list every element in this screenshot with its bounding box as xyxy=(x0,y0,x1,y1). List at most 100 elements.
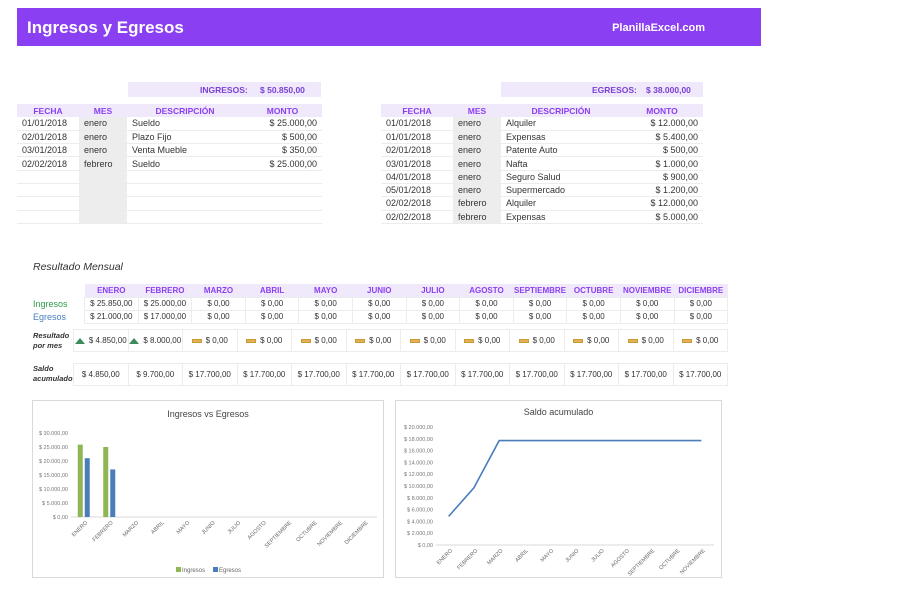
cell-descripcion[interactable]: Sueldo xyxy=(127,156,243,171)
cell-fecha[interactable]: 02/02/2018 xyxy=(381,196,453,211)
cell-fecha[interactable]: 01/01/2018 xyxy=(381,130,453,145)
cell-descripcion[interactable]: Sueldo xyxy=(127,117,243,131)
cell-monto[interactable]: $ 12.000,00 xyxy=(621,117,703,131)
egresos-cell: $ 0,00 xyxy=(351,309,407,324)
cell-mes[interactable] xyxy=(79,170,127,184)
y-tick-label: $ 25.000,00 xyxy=(39,445,68,451)
flat-bar-icon xyxy=(573,338,584,343)
saldo-cell: $ 17.700,00 xyxy=(672,363,728,386)
saldo-row-label: Saldo acumulado xyxy=(33,364,73,384)
cell-monto[interactable] xyxy=(243,183,322,198)
cell-descripcion[interactable] xyxy=(127,196,243,211)
cell-descripcion[interactable]: Plazo Fijo xyxy=(127,130,243,145)
cell-mes[interactable]: enero xyxy=(453,143,501,158)
cell-fecha[interactable]: 01/01/2018 xyxy=(17,117,79,131)
cell-fecha[interactable]: 03/01/2018 xyxy=(17,143,79,158)
cell-fecha[interactable]: 05/01/2018 xyxy=(381,183,453,198)
ingresos-cell: $ 0,00 xyxy=(459,296,514,311)
saldo-line xyxy=(448,439,702,517)
chart-title: Ingresos vs Egresos xyxy=(167,409,249,419)
cell-mes[interactable] xyxy=(79,183,127,198)
x-tick-label: ENERO xyxy=(71,520,90,539)
y-tick-label: $ 5.000,00 xyxy=(42,501,68,507)
ingresos-cell: $ 0,00 xyxy=(673,296,729,311)
resultado-cell: $ 0,00 xyxy=(400,329,456,352)
x-tick-label: NOVIEMBRE xyxy=(679,548,707,576)
cell-fecha[interactable]: 01/01/2018 xyxy=(381,117,453,131)
cell-monto[interactable]: $ 500,00 xyxy=(621,143,703,158)
cell-mes[interactable]: febrero xyxy=(79,156,127,171)
cell-monto[interactable]: $ 5.400,00 xyxy=(621,130,703,145)
ingresos-cell: $ 0,00 xyxy=(191,296,246,311)
x-tick-label: MAYO xyxy=(176,520,192,536)
cell-mes[interactable]: enero xyxy=(79,143,127,158)
cell-monto[interactable]: $ 25.000,00 xyxy=(243,117,322,131)
cell-mes[interactable] xyxy=(79,196,127,211)
egresos-cell: $ 0,00 xyxy=(566,309,621,324)
resultado-value: $ 0,00 xyxy=(532,336,555,345)
resultado-value: $ 0,00 xyxy=(587,336,610,345)
cell-mes[interactable]: enero xyxy=(453,130,501,145)
cell-descripcion[interactable]: Expensas xyxy=(501,130,621,145)
cell-fecha[interactable]: 02/02/2018 xyxy=(17,156,79,171)
cell-monto[interactable]: $ 12.000,00 xyxy=(621,196,703,211)
cell-monto[interactable]: $ 25.000,00 xyxy=(243,156,322,171)
y-tick-label: $ 12.000,00 xyxy=(404,472,433,478)
cell-mes[interactable]: enero xyxy=(453,170,501,184)
saldo-cell: $ 17.700,00 xyxy=(182,363,238,386)
cell-monto[interactable]: $ 900,00 xyxy=(621,170,703,184)
cell-monto[interactable]: $ 1.200,00 xyxy=(621,183,703,198)
cell-descripcion[interactable]: Alquiler xyxy=(501,117,621,131)
cell-mes[interactable] xyxy=(79,210,127,224)
cell-descripcion[interactable]: Expensas xyxy=(501,210,621,224)
resultado-value: $ 0,00 xyxy=(478,336,501,345)
cell-mes[interactable]: febrero xyxy=(453,196,501,211)
x-tick-label: AGOSTO xyxy=(610,548,631,569)
y-tick-label: $ 0,00 xyxy=(418,543,433,549)
cell-monto[interactable]: $ 1.000,00 xyxy=(621,156,703,171)
cell-monto[interactable] xyxy=(243,170,322,184)
x-tick-label: JUNIO xyxy=(565,548,581,564)
chart-title: Saldo acumulado xyxy=(523,407,594,417)
cell-fecha[interactable]: 02/01/2018 xyxy=(381,143,453,158)
cell-monto[interactable] xyxy=(243,210,322,224)
y-tick-label: $ 20.000,00 xyxy=(404,425,433,431)
egresos-cell: $ 0,00 xyxy=(191,309,246,324)
cell-descripcion[interactable]: Nafta xyxy=(501,156,621,171)
cell-monto[interactable]: $ 350,00 xyxy=(243,143,322,158)
cell-descripcion[interactable]: Seguro Salud xyxy=(501,170,621,184)
cell-fecha[interactable]: 02/02/2018 xyxy=(381,210,453,224)
table-row xyxy=(17,170,322,184)
resultado-value: $ 0,00 xyxy=(260,336,283,345)
cell-fecha[interactable]: 03/01/2018 xyxy=(381,156,453,171)
cell-fecha[interactable] xyxy=(17,196,79,211)
cell-fecha[interactable]: 02/01/2018 xyxy=(17,130,79,145)
cell-monto[interactable]: $ 5.000,00 xyxy=(621,210,703,224)
cell-descripcion[interactable] xyxy=(127,183,243,198)
x-tick-label: NOVIEMBRE xyxy=(317,520,345,548)
cell-mes[interactable]: enero xyxy=(453,117,501,131)
cell-fecha[interactable]: 04/01/2018 xyxy=(381,170,453,184)
egresos-table: FECHA MES DESCRIPCIÓN MONTO 01/01/2018 en… xyxy=(381,104,703,224)
cell-mes[interactable]: enero xyxy=(453,183,501,198)
cell-descripcion[interactable]: Supermercado xyxy=(501,183,621,198)
cell-fecha[interactable] xyxy=(17,183,79,198)
resultado-value: $ 0,00 xyxy=(696,336,719,345)
cell-descripcion[interactable]: Alquiler xyxy=(501,196,621,211)
cell-fecha[interactable] xyxy=(17,210,79,224)
cell-mes[interactable]: enero xyxy=(79,117,127,131)
cell-descripcion[interactable]: Patente Auto xyxy=(501,143,621,158)
legend-swatch-egresos xyxy=(213,567,218,572)
cell-fecha[interactable] xyxy=(17,170,79,184)
cell-descripcion[interactable] xyxy=(127,170,243,184)
cell-mes[interactable]: febrero xyxy=(453,210,501,224)
egresos-total-value: $ 38.000,00 xyxy=(646,84,691,95)
cell-mes[interactable]: enero xyxy=(453,156,501,171)
cell-monto[interactable] xyxy=(243,196,322,211)
cell-mes[interactable]: enero xyxy=(79,130,127,145)
cell-descripcion[interactable]: Venta Mueble xyxy=(127,143,243,158)
col-monto: MONTO xyxy=(243,104,322,117)
cell-descripcion[interactable] xyxy=(127,210,243,224)
egresos-total-box: EGRESOS: $ 38.000,00 xyxy=(501,82,703,97)
cell-monto[interactable]: $ 500,00 xyxy=(243,130,322,145)
